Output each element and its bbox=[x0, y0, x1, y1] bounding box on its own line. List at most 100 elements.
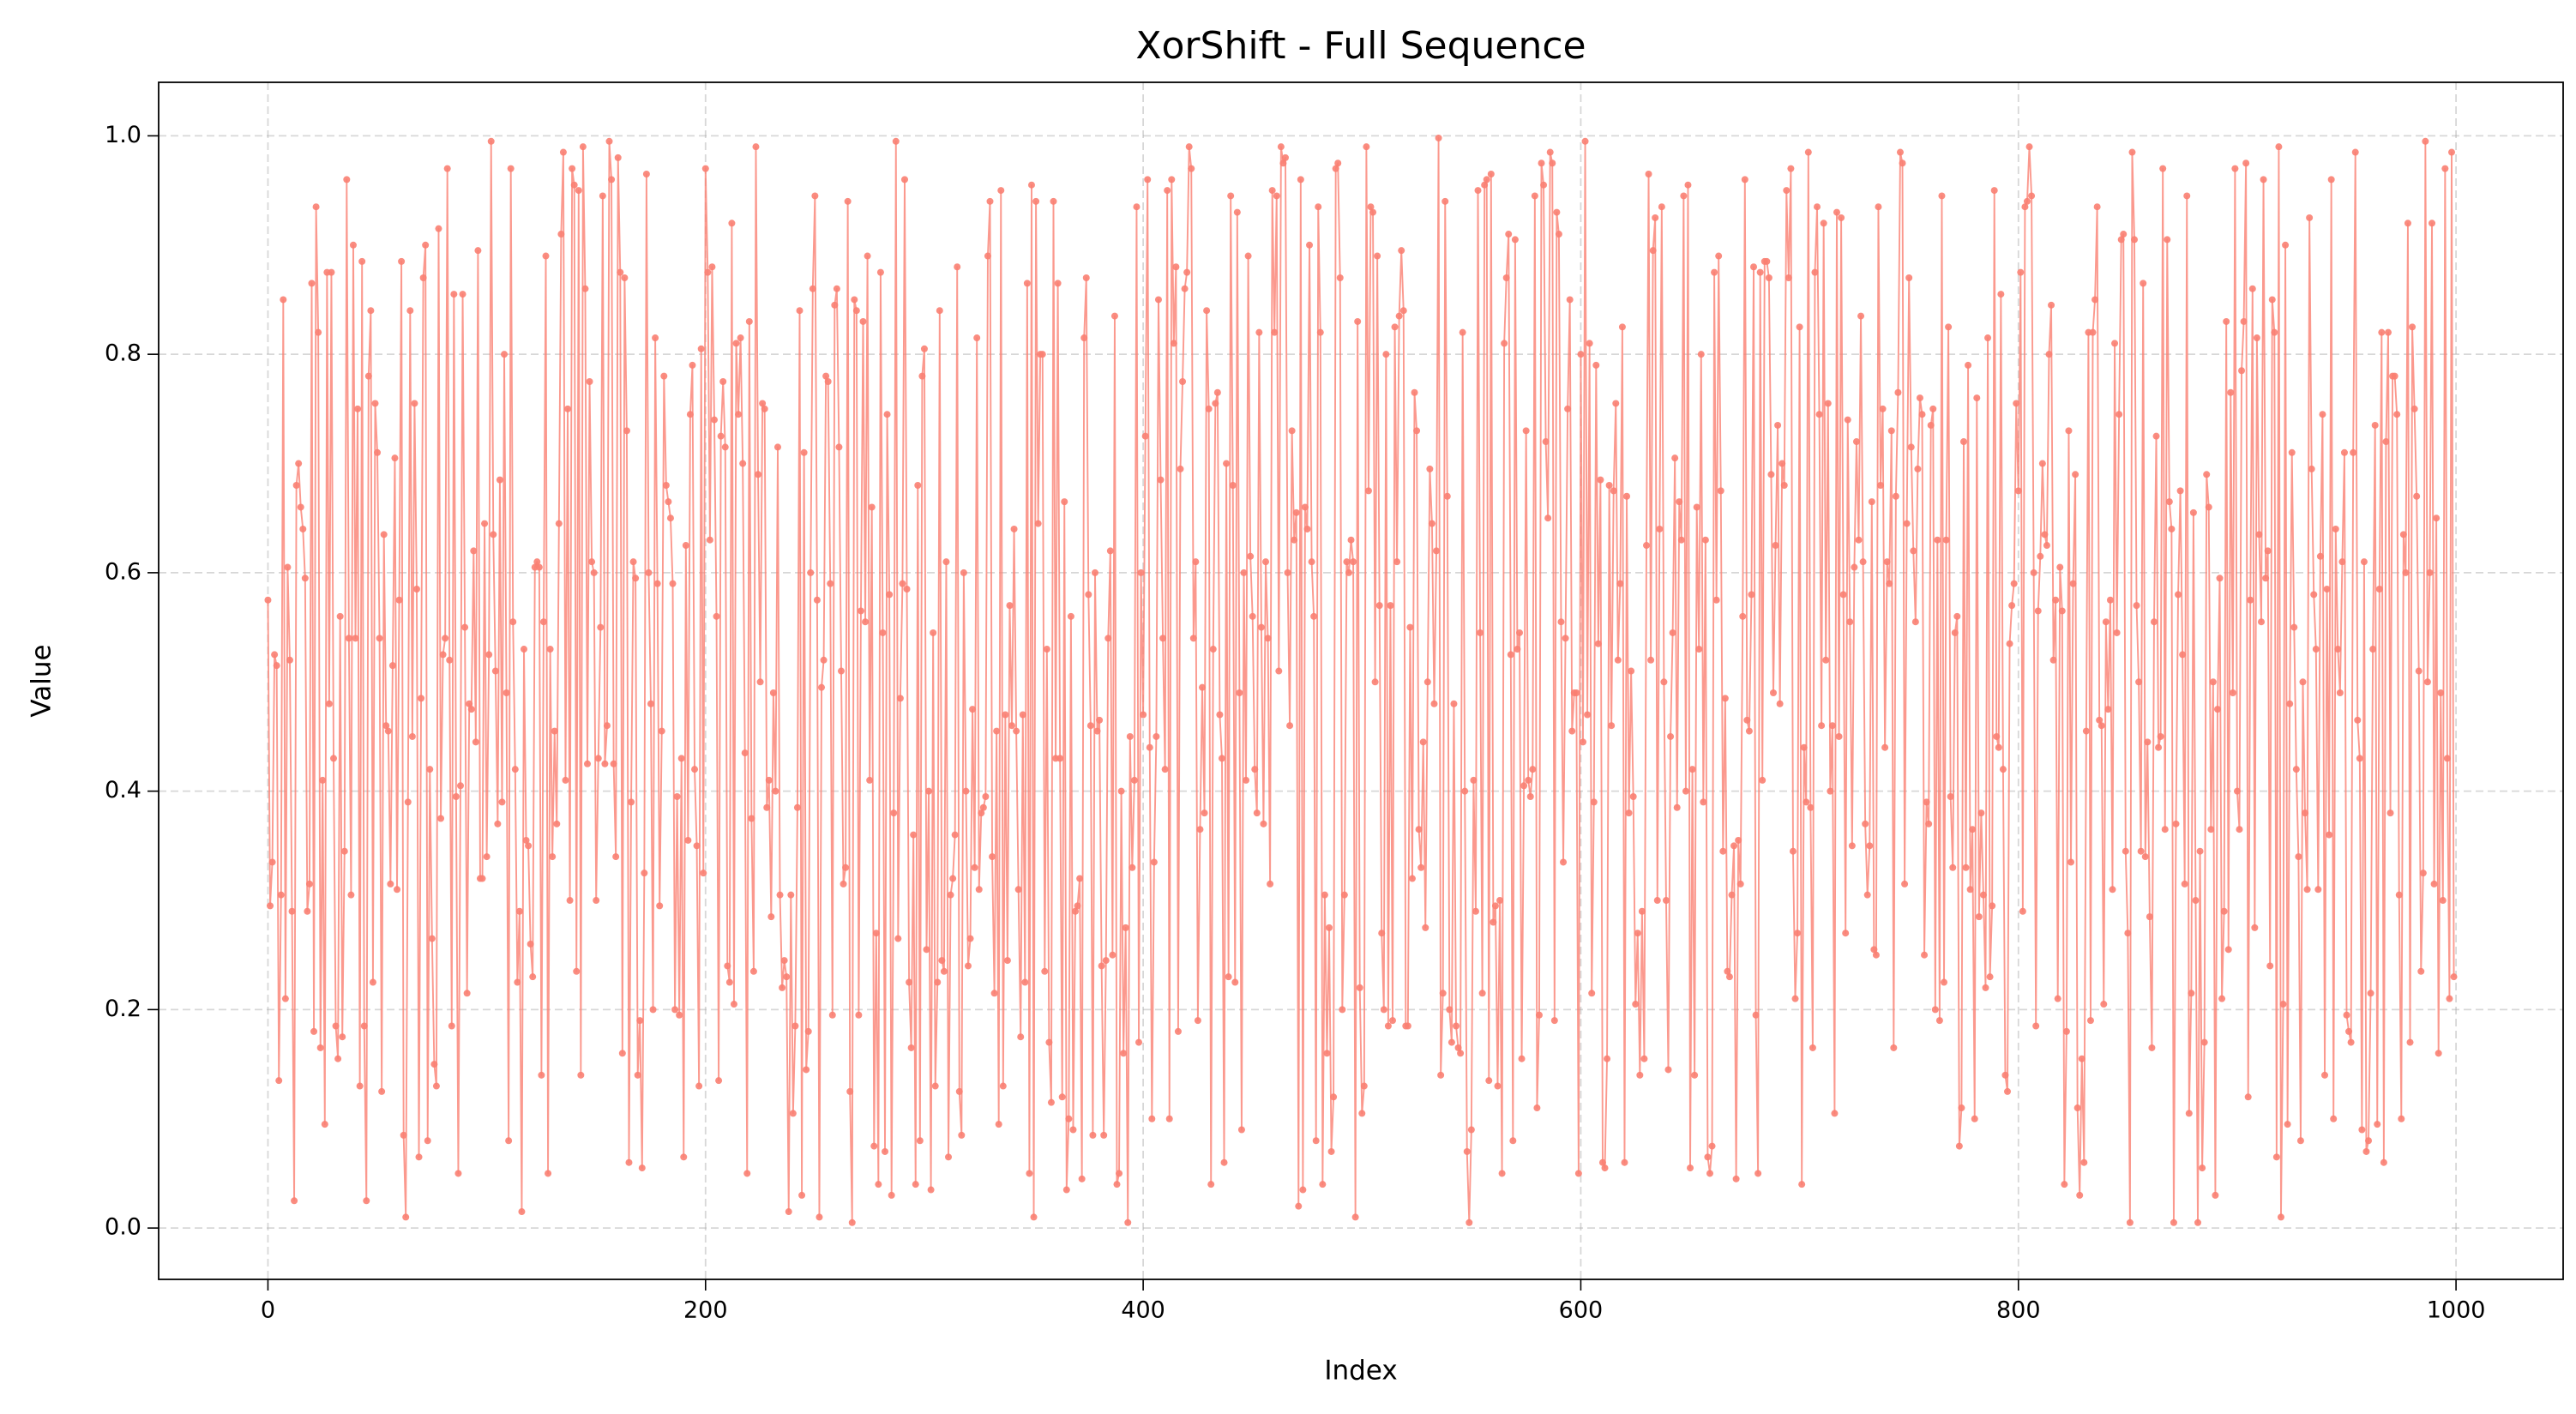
data-point bbox=[267, 902, 274, 910]
data-point bbox=[2170, 1218, 2177, 1226]
data-point bbox=[271, 651, 279, 659]
data-point bbox=[1078, 1175, 1086, 1182]
data-point bbox=[2391, 372, 2398, 380]
data-point bbox=[1032, 197, 1040, 205]
data-point bbox=[866, 776, 874, 784]
data-point bbox=[1447, 1038, 1455, 1046]
data-point bbox=[1047, 1098, 1055, 1106]
data-point bbox=[1340, 891, 1348, 899]
data-point bbox=[487, 137, 495, 145]
data-point bbox=[264, 596, 272, 604]
data-point bbox=[1172, 263, 1180, 271]
data-point bbox=[1677, 536, 1685, 544]
data-point bbox=[268, 858, 276, 866]
data-point bbox=[2054, 995, 2061, 1002]
data-point bbox=[638, 1164, 646, 1172]
data-point bbox=[1002, 711, 1009, 719]
data-point bbox=[1371, 678, 1379, 686]
data-point bbox=[1969, 826, 1977, 833]
data-point bbox=[682, 542, 689, 550]
data-point bbox=[1164, 187, 1171, 195]
data-point bbox=[1833, 208, 1840, 216]
data-point bbox=[824, 378, 832, 385]
data-point bbox=[803, 1066, 810, 1074]
data-point bbox=[828, 1011, 836, 1019]
data-point bbox=[1148, 1115, 1156, 1122]
data-point bbox=[1006, 602, 1014, 610]
data-point bbox=[364, 372, 372, 380]
data-point bbox=[789, 1110, 797, 1117]
data-point bbox=[1695, 646, 1703, 653]
data-point bbox=[1958, 1104, 1965, 1112]
data-point bbox=[1706, 1170, 1713, 1177]
data-point bbox=[783, 973, 791, 981]
data-point bbox=[1316, 328, 1324, 336]
data-point bbox=[2446, 995, 2453, 1002]
data-point bbox=[1133, 203, 1141, 211]
data-point bbox=[2140, 280, 2147, 287]
data-point bbox=[1647, 656, 1655, 664]
data-point bbox=[428, 935, 436, 942]
data-point bbox=[371, 400, 379, 407]
data-point bbox=[2316, 552, 2324, 560]
data-point bbox=[1124, 1218, 1132, 1226]
data-point bbox=[1687, 1164, 1694, 1172]
data-point bbox=[2199, 1164, 2206, 1172]
data-point bbox=[1082, 274, 1090, 281]
data-point bbox=[2146, 913, 2153, 921]
data-point bbox=[1334, 159, 1342, 167]
data-point bbox=[931, 1082, 939, 1090]
data-point bbox=[1205, 405, 1213, 412]
data-point bbox=[2133, 602, 2140, 610]
data-point bbox=[1100, 1131, 1108, 1139]
data-point bbox=[684, 836, 692, 844]
data-point bbox=[962, 787, 970, 795]
data-point bbox=[594, 755, 602, 762]
data-point bbox=[1776, 700, 1784, 707]
data-point bbox=[1487, 170, 1495, 178]
data-point bbox=[1380, 1006, 1387, 1014]
data-point bbox=[2013, 400, 2020, 407]
data-point bbox=[859, 317, 867, 325]
data-point bbox=[894, 935, 902, 942]
data-point bbox=[1896, 148, 1904, 156]
data-point bbox=[2096, 716, 2104, 724]
data-point bbox=[1728, 891, 1736, 899]
data-point bbox=[1809, 1044, 1816, 1051]
data-point bbox=[474, 247, 482, 255]
data-point bbox=[1522, 427, 1530, 435]
data-point bbox=[2161, 826, 2169, 833]
data-point bbox=[2038, 460, 2046, 467]
data-point bbox=[719, 378, 727, 385]
data-point bbox=[1207, 1181, 1215, 1188]
data-point bbox=[2296, 1137, 2304, 1145]
data-point bbox=[553, 820, 561, 827]
data-point bbox=[1384, 1022, 1392, 1030]
data-point bbox=[1423, 678, 1431, 686]
data-point bbox=[2253, 334, 2260, 342]
data-point bbox=[1925, 820, 1933, 827]
data-point bbox=[603, 722, 611, 730]
data-point bbox=[686, 411, 694, 418]
data-point bbox=[1474, 187, 1482, 195]
data-point bbox=[1526, 793, 1534, 801]
data-point bbox=[448, 1022, 455, 1030]
data-point bbox=[376, 635, 383, 642]
data-point bbox=[1574, 1170, 1582, 1177]
data-point bbox=[2048, 301, 2055, 309]
data-point bbox=[1323, 1050, 1331, 1057]
data-point bbox=[1273, 192, 1280, 200]
data-point bbox=[1243, 776, 1250, 784]
data-point bbox=[2135, 678, 2143, 686]
data-point bbox=[2124, 930, 2132, 937]
data-point bbox=[1844, 416, 1851, 424]
data-point bbox=[851, 296, 858, 304]
data-point bbox=[840, 880, 847, 888]
data-point bbox=[515, 907, 523, 915]
data-point bbox=[1319, 1181, 1327, 1188]
data-point bbox=[660, 372, 668, 380]
data-point bbox=[767, 913, 775, 921]
data-point bbox=[1529, 766, 1537, 773]
data-point bbox=[1315, 203, 1322, 211]
data-point bbox=[2152, 432, 2160, 440]
